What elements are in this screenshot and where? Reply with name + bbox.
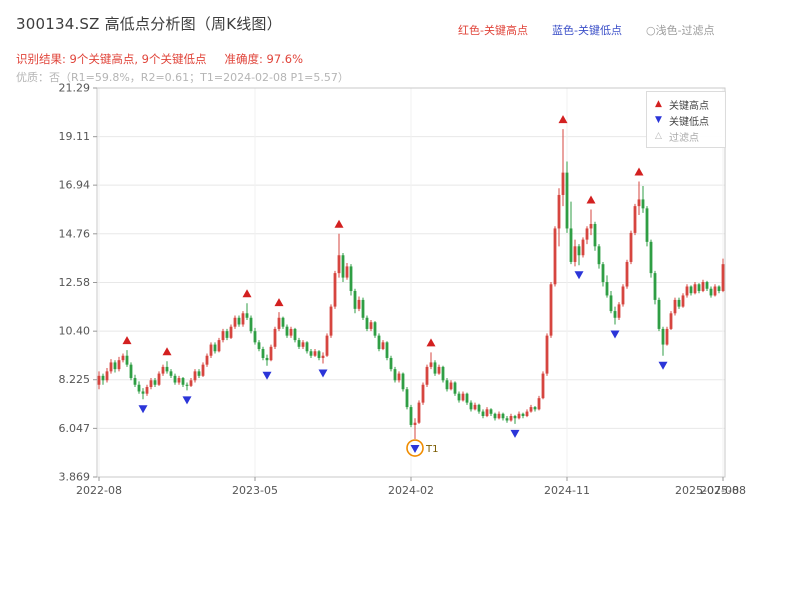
svg-text:21.29: 21.29	[59, 82, 91, 95]
svg-text:10.40: 10.40	[59, 325, 91, 338]
page-title: 300134.SZ 高低点分析图（周K线图）	[16, 15, 282, 33]
plot-legend: ▲ 关键高点 ▼ 关键低点 △ 过滤点	[646, 91, 726, 148]
recognition-result-text: 识别结果: 9个关键高点, 9个关键低点	[16, 52, 207, 66]
plot-legend-filtered-label: 过滤点	[669, 132, 699, 144]
result-line: 识别结果: 9个关键高点, 9个关键低点 准确度: 97.6%	[16, 51, 303, 67]
candlestick-chart: 21.29 19.11 16.94 14.76 12.58 10.40 8.225 6.047…	[59, 82, 746, 498]
down-triangle-icon: ▼	[655, 114, 662, 125]
svg-text:14.76: 14.76	[59, 227, 91, 240]
plot-legend-row-key-low: ▼ 关键低点	[653, 112, 719, 128]
plot-legend-row-key-high: ▲ 关键高点	[653, 96, 719, 112]
header-legend-filtered: ○浅色-过滤点	[645, 24, 715, 37]
plot-legend-key-low-label: 关键低点	[669, 116, 709, 128]
open-triangle-icon: △	[655, 130, 662, 141]
plot-legend-key-high-label: 关键高点	[669, 100, 709, 112]
header-legend: 红色-关键高点 蓝色-关键低点 ○浅色-过滤点	[458, 22, 715, 38]
svg-text:19.11: 19.11	[59, 130, 91, 143]
svg-text:T1: T1	[425, 444, 438, 455]
svg-text:2024-02: 2024-02	[388, 484, 434, 497]
svg-text:3.869: 3.869	[59, 471, 91, 484]
up-triangle-icon: ▲	[655, 98, 662, 109]
svg-text:6.047: 6.047	[59, 422, 91, 435]
plot-legend-row-filtered: △ 过滤点	[653, 128, 719, 144]
svg-text:2025-07-08: 2025-07-08	[675, 484, 739, 497]
svg-text:12.58: 12.58	[59, 276, 91, 289]
svg-text:2024-11: 2024-11	[544, 484, 590, 497]
svg-text:2023-05: 2023-05	[232, 484, 278, 497]
svg-text:2022-08: 2022-08	[76, 484, 122, 497]
header-legend-key-low: 蓝色-关键低点	[551, 24, 622, 37]
svg-text:16.94: 16.94	[59, 179, 91, 192]
accuracy-text: 准确度: 97.6%	[224, 52, 304, 66]
header-legend-key-high: 红色-关键高点	[458, 24, 528, 37]
svg-text:8.225: 8.225	[59, 373, 91, 386]
quality-text: 优质：否（R1=59.8%，R2=0.61；T1=2024-02-08 P1=5…	[16, 71, 349, 84]
svg-text:2025-08: 2025-08	[700, 484, 746, 497]
